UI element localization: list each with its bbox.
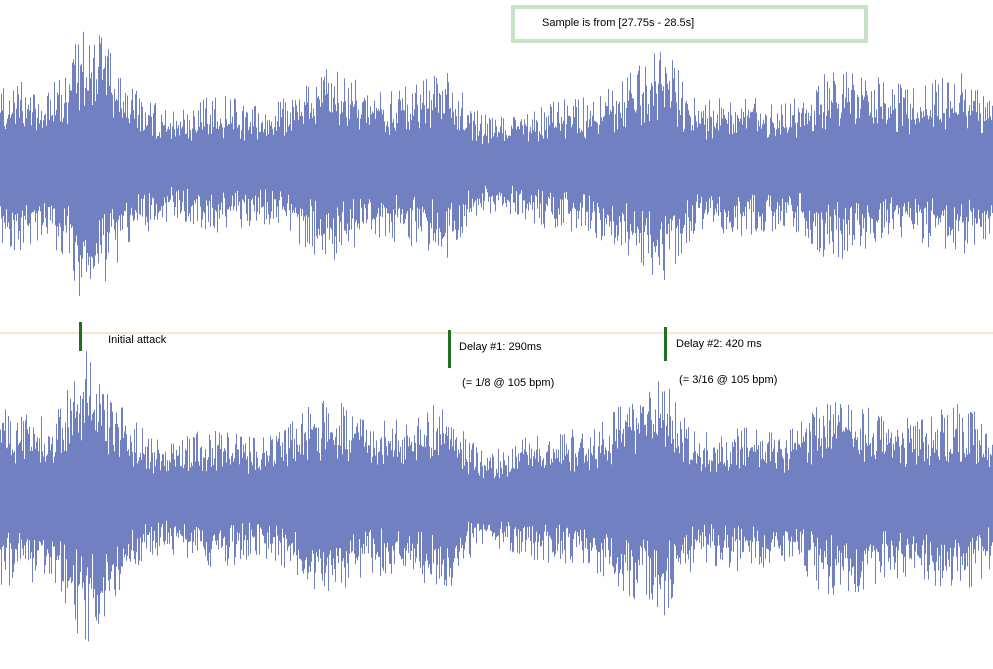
waveform-channel-bottom [0, 351, 993, 642]
marker-delay-1[interactable] [448, 330, 451, 368]
marker-label-line1: Initial attack [108, 334, 167, 346]
waveform-channel-top [0, 31, 993, 296]
marker-label-initial-attack: Initial attack [102, 322, 166, 346]
marker-label-line1: Delay #2: 420 ms [676, 338, 762, 350]
marker-initial-attack[interactable] [79, 322, 82, 351]
sample-range-text: Sample is from [27.75s - 28.5s] [542, 17, 695, 29]
marker-label-line2: (= 3/16 @ 105 bpm) [676, 374, 778, 386]
marker-label-delay-2: Delay #2: 420 ms (= 3/16 @ 105 bpm) [676, 314, 777, 398]
marker-label-line2: (= 1/8 @ 105 bpm) [459, 377, 555, 389]
marker-delay-2[interactable] [664, 327, 667, 361]
waveform-core [0, 115, 993, 215]
sample-range-box: Sample is from [27.75s - 28.5s] [511, 5, 868, 43]
waveform-core [0, 448, 993, 548]
marker-label-line1: Delay #1: 290ms [459, 341, 542, 353]
marker-label-delay-1: Delay #1: 290ms (= 1/8 @ 105 bpm) [459, 317, 554, 401]
